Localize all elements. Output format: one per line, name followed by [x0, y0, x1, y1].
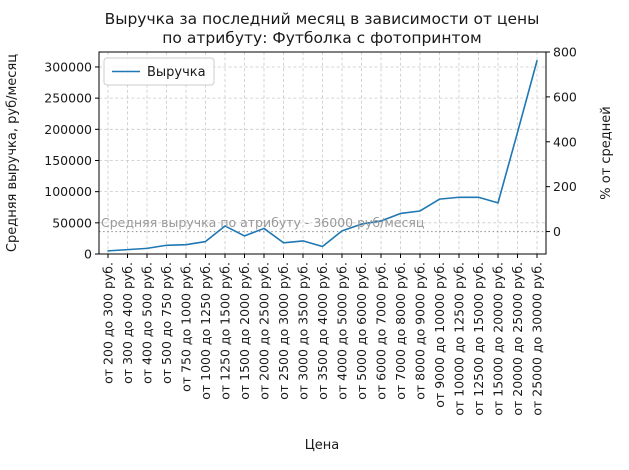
y2-tick-label: 0: [553, 224, 561, 239]
y-tick-label: 200000: [44, 122, 92, 137]
legend-box: [103, 57, 215, 86]
x-tick-label: от 12500 до 15000 руб.: [471, 262, 486, 416]
x-tick-label: от 500 до 750 руб.: [159, 262, 174, 384]
x-tick-label: от 4000 до 5000 руб.: [335, 262, 350, 400]
x-tick-label: от 200 до 300 руб.: [101, 262, 116, 384]
y-tick-label: 300000: [44, 59, 92, 74]
y2-tick-label: 800: [553, 45, 577, 60]
y2-tick-label: 200: [553, 179, 577, 194]
y-axis-label-left: Средняя выручка, руб/месяц: [5, 54, 20, 252]
x-tick-label: от 25000 до 30000 руб.: [530, 262, 545, 416]
x-tick-label: от 3500 до 4000 руб.: [315, 262, 330, 400]
x-tick-label: от 15000 до 20000 руб.: [491, 262, 506, 416]
y-tick-label: 50000: [52, 215, 92, 230]
legend-label: Выручка: [147, 65, 206, 80]
y-tick-label: 0: [84, 247, 92, 262]
x-tick-label: от 10000 до 12500 руб.: [452, 262, 467, 416]
x-tick-label: от 3000 до 3500 руб.: [296, 262, 311, 400]
x-tick-label: от 1250 до 1500 руб.: [218, 262, 233, 400]
x-tick-label: от 750 до 1000 руб.: [179, 262, 194, 392]
x-tick-label: от 300 до 400 руб.: [120, 262, 135, 384]
chart-title-line1: Выручка за последний месяц в зависимости…: [105, 10, 540, 28]
chart-title-line2: по атрибуту: Футболка с фотопринтом: [162, 29, 481, 47]
y2-tick-label: 600: [553, 89, 577, 104]
y-axis-label-right: % от средней: [599, 106, 614, 199]
x-tick-label: от 8000 до 9000 руб.: [413, 262, 428, 400]
x-tick-label: от 400 до 500 руб.: [140, 262, 155, 384]
y-tick-label: 250000: [44, 91, 92, 106]
legend: Выручка: [103, 57, 215, 86]
y2-tick-label: 400: [553, 134, 577, 149]
y-tick-label: 100000: [44, 184, 92, 199]
y-tick-label: 150000: [44, 153, 92, 168]
x-tick-label: от 7000 до 8000 руб.: [393, 262, 408, 400]
x-tick-label: от 2000 до 2500 руб.: [257, 262, 272, 400]
x-tick-label: от 6000 до 7000 руб.: [374, 262, 389, 400]
x-tick-label: от 2500 до 3000 руб.: [276, 262, 291, 400]
revenue-line: [107, 59, 538, 252]
x-tick-label: от 9000 до 10000 руб.: [432, 262, 447, 408]
x-tick-label: от 1500 до 2000 руб.: [237, 262, 252, 400]
plot-area: 0 50000 100000 150000 200000 250000 300000 0 200…: [44, 45, 577, 416]
x-tick-label: от 5000 до 6000 руб.: [354, 262, 369, 400]
x-tick-label: от 20000 до 25000 руб.: [510, 262, 525, 416]
x-axis-label: Цена: [305, 438, 340, 453]
x-tick-label: от 1000 до 1250 руб.: [198, 262, 213, 400]
average-annotation: Средняя выручка по атрибуту - 36000 руб/…: [101, 215, 424, 230]
